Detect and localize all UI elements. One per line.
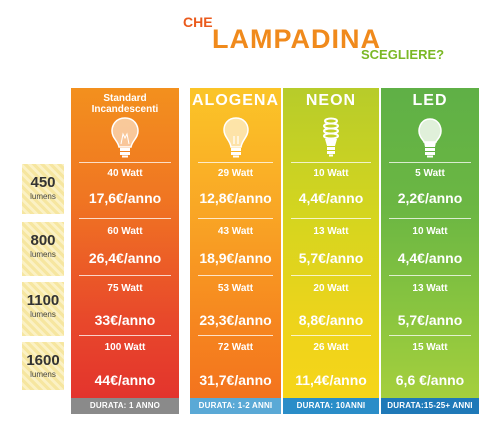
bulb-led-icon bbox=[415, 116, 445, 163]
watt-value: 13 Watt bbox=[412, 283, 448, 294]
bulb-incandescent-icon bbox=[110, 116, 140, 163]
watt-value: 40 Watt bbox=[107, 168, 143, 179]
watt-value: 15 Watt bbox=[412, 342, 448, 353]
watt-value: 29 Watt bbox=[217, 168, 254, 179]
cost-value: 4,4€/anno bbox=[397, 250, 463, 266]
row-divider bbox=[389, 275, 471, 276]
row-divider bbox=[198, 162, 273, 163]
lumens-value: 1100 bbox=[26, 292, 60, 309]
lumens-label-800: 800 lumens bbox=[22, 222, 64, 276]
title-sub: SCEGLIERE? bbox=[361, 47, 445, 62]
lumens-label-450: 450 lumens bbox=[22, 164, 64, 214]
watt-value: 100 Watt bbox=[104, 342, 146, 353]
cost-value: 11,4€/anno bbox=[295, 372, 367, 388]
row-divider bbox=[79, 275, 171, 276]
cost-value: 8,8€/anno bbox=[298, 312, 364, 328]
watt-value: 10 Watt bbox=[313, 168, 349, 179]
column-header-neon: NEON bbox=[305, 92, 357, 109]
cost-value: 44€/anno bbox=[94, 372, 156, 388]
column-alogena: ALOGENA 29 Watt 12,8€/anno 43 Watt 18,9€… bbox=[190, 88, 281, 398]
footer-duration-standard: DURATA: 1 ANNO bbox=[71, 398, 179, 414]
row-divider bbox=[291, 218, 371, 219]
cost-value: 12,8€/anno bbox=[199, 190, 272, 206]
row-divider bbox=[79, 335, 171, 336]
cost-value: 26,4€/anno bbox=[88, 250, 162, 266]
watt-value: 10 Watt bbox=[412, 226, 448, 237]
cost-value: 4,4€/anno bbox=[298, 190, 364, 206]
row-divider bbox=[198, 335, 273, 336]
watt-value: 20 Watt bbox=[313, 283, 349, 294]
cost-value: 31,7€/anno bbox=[199, 372, 272, 388]
row-divider bbox=[79, 162, 171, 163]
cost-value: 23,3€/anno bbox=[199, 312, 272, 328]
lumens-label-1600: 1600 lumens bbox=[22, 342, 64, 390]
cost-value: 17,6€/anno bbox=[88, 190, 162, 206]
watt-value: 75 Watt bbox=[107, 283, 143, 294]
watt-value: 13 Watt bbox=[313, 226, 349, 237]
footer-duration-neon: DURATA: 10ANNI bbox=[283, 398, 379, 414]
cost-value: 5,7€/anno bbox=[298, 250, 364, 266]
cost-value: 6,6 €/anno bbox=[395, 372, 465, 388]
lumens-value: 1600 bbox=[26, 352, 60, 369]
row-divider bbox=[389, 218, 471, 219]
title-che: CHE bbox=[183, 14, 213, 30]
cost-value: 5,7€/anno bbox=[397, 312, 463, 328]
lumens-value: 450 bbox=[30, 174, 56, 191]
row-divider bbox=[389, 162, 471, 163]
title-main: LAMPADINA bbox=[212, 24, 381, 54]
lumens-value: 800 bbox=[30, 232, 56, 249]
column-header-standard: Standard Incandescenti bbox=[71, 93, 179, 115]
column-title: Standard Incandescenti bbox=[91, 93, 159, 115]
watt-value: 60 Watt bbox=[107, 226, 143, 237]
column-header-led: LED bbox=[412, 92, 448, 109]
row-divider bbox=[198, 218, 273, 219]
row-divider bbox=[291, 162, 371, 163]
lumens-unit: lumens bbox=[30, 250, 56, 259]
watt-value: 26 Watt bbox=[313, 342, 349, 353]
watt-value: 43 Watt bbox=[217, 226, 254, 237]
lumens-unit: lumens bbox=[30, 310, 56, 319]
watt-value: 72 Watt bbox=[217, 342, 254, 353]
watt-value: 5 Watt bbox=[415, 168, 445, 179]
bulb-halogen-icon bbox=[221, 116, 251, 163]
row-divider bbox=[291, 275, 371, 276]
column-header-alogena: ALOGENA bbox=[192, 92, 279, 109]
watt-value: 53 Watt bbox=[217, 283, 254, 294]
cost-value: 33€/anno bbox=[94, 312, 156, 328]
lumens-unit: lumens bbox=[30, 370, 56, 379]
cost-value: 18,9€/anno bbox=[199, 250, 272, 266]
footer-duration-alogena: DURATA: 1-2 ANNI bbox=[190, 398, 281, 414]
column-led: LED 5 Watt 2,2€/anno 10 Watt 4,4€/anno 1… bbox=[381, 88, 479, 398]
column-standard: Standard Incandescenti 40 Watt 17,6€/anno… bbox=[71, 88, 179, 398]
row-divider bbox=[79, 218, 171, 219]
cost-value: 2,2€/anno bbox=[397, 190, 463, 206]
lumens-label-1100: 1100 lumens bbox=[22, 282, 64, 336]
bulb-neon-spiral-icon bbox=[318, 116, 344, 163]
row-divider bbox=[291, 335, 371, 336]
lumens-unit: lumens bbox=[30, 192, 56, 201]
column-neon: NEON 10 Watt 4,4€/anno 13 Watt 5,7€/anno… bbox=[283, 88, 379, 398]
row-divider bbox=[389, 335, 471, 336]
row-divider bbox=[198, 275, 273, 276]
footer-duration-led: DURATA:15-25+ ANNI bbox=[381, 398, 479, 414]
